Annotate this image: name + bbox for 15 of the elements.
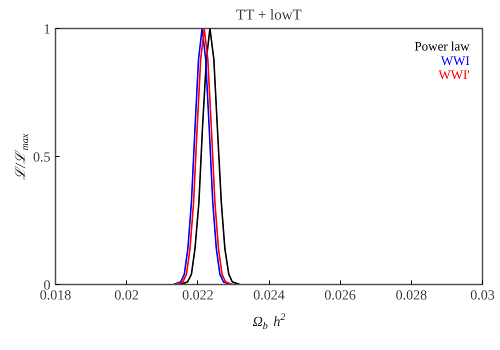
chart-title: TT + lowT (236, 8, 302, 24)
x-tick-label: 0.018 (40, 288, 72, 304)
x-tick-label: 0.024 (253, 288, 285, 304)
y-tick-label: 0.5 (33, 150, 50, 166)
y-tick-label: 1 (44, 22, 50, 38)
x-tick-label: 0.022 (182, 288, 214, 304)
x-tick-label: 0.026 (324, 288, 356, 304)
line-series (179, 28, 241, 284)
text: WWI (440, 52, 470, 68)
text: WWI' (438, 66, 470, 82)
text: Power law (414, 38, 470, 54)
x-tick-label: 0.03 (470, 288, 495, 304)
x-tick-label: 0.028 (396, 288, 428, 304)
x-tick-label: 0.02 (114, 288, 139, 304)
y-axis-title: ℒ/ℒmax (14, 133, 31, 180)
